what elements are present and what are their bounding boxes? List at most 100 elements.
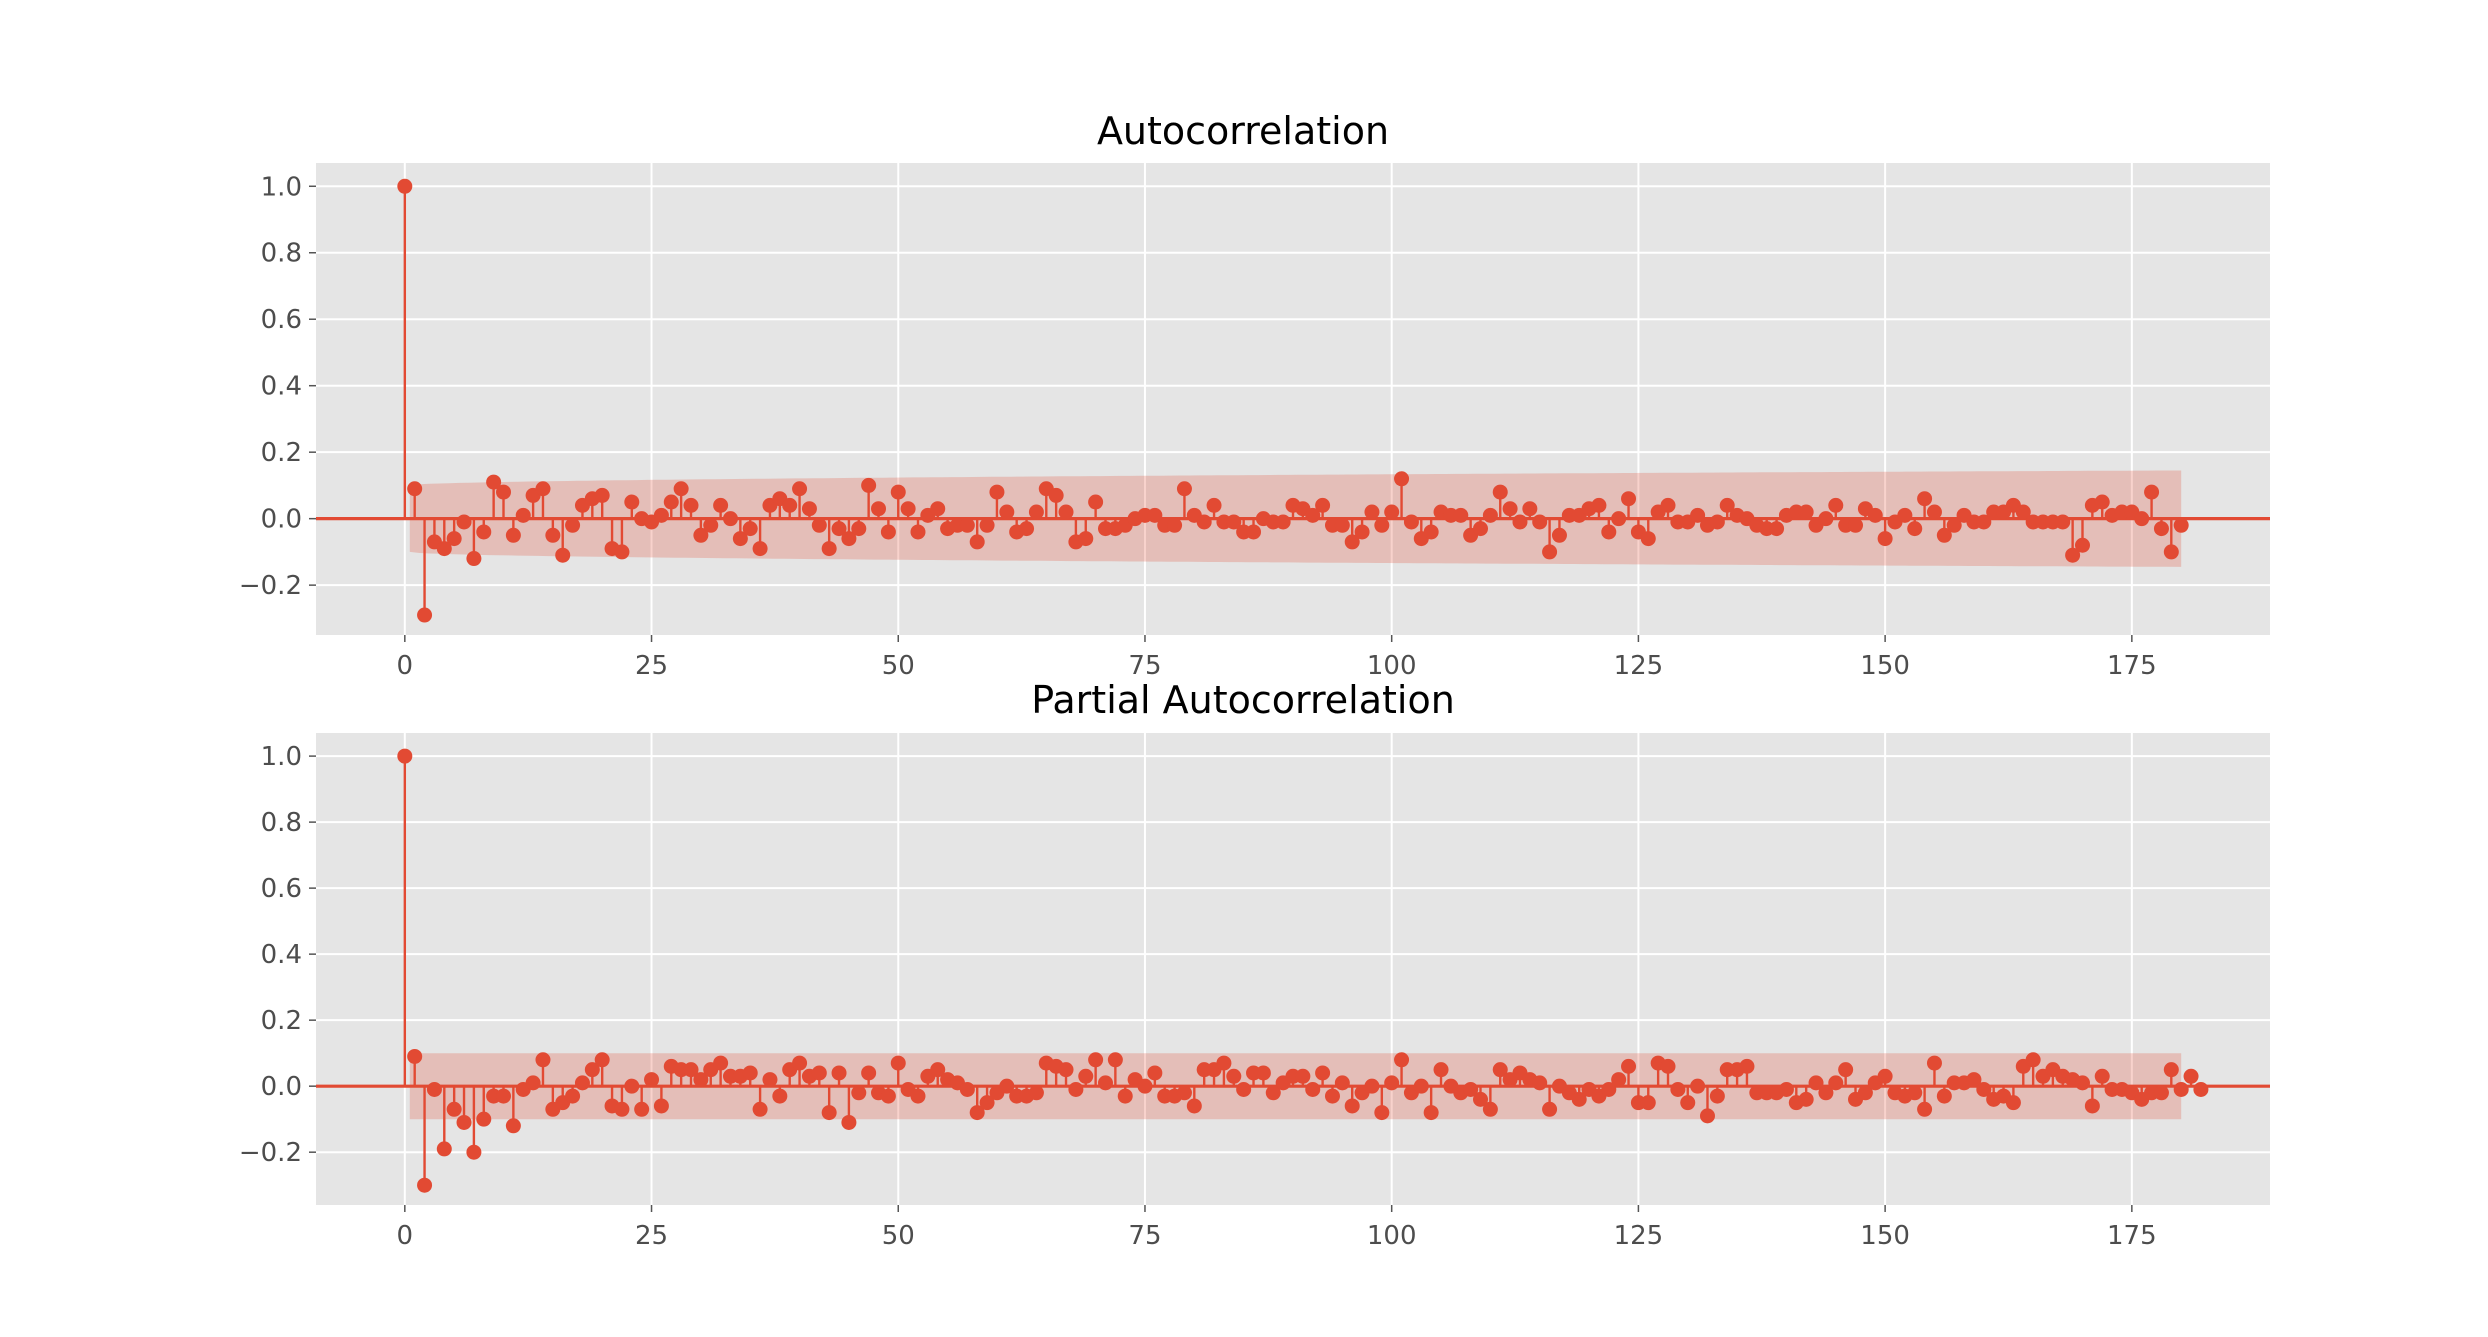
pacf-point-lag-47	[861, 1065, 877, 1081]
acf-point-lag-79	[1176, 481, 1192, 497]
acf-point-lag-142	[1798, 504, 1814, 520]
pacf-point-lag-50	[890, 1055, 906, 1071]
acf-point-lag-115	[1532, 514, 1548, 530]
acf-point-lag-30	[693, 527, 709, 543]
pacf-point-lag-124	[1621, 1058, 1637, 1074]
acf-point-lag-35	[742, 521, 758, 537]
acf-point-lag-133	[1709, 514, 1725, 530]
pacf-point-lag-19	[584, 1062, 600, 1078]
pacf-point-lag-61	[999, 1078, 1015, 1094]
pacf-point-lag-75	[1137, 1078, 1153, 1094]
pacf-point-lag-30	[693, 1072, 709, 1088]
acf-point-lag-5	[446, 531, 462, 547]
acf-y-tick-label: 0.0	[261, 505, 302, 535]
pacf-point-lag-37	[762, 1072, 778, 1088]
acf-point-lag-43	[821, 541, 837, 557]
pacf-point-lag-59	[979, 1095, 995, 1111]
acf-y-tick-label: 1.0	[261, 172, 302, 202]
pacf-point-lag-80	[1186, 1098, 1202, 1114]
acf-point-lag-152	[1897, 507, 1913, 523]
acf-point-lag-149	[1867, 507, 1883, 523]
acf-point-lag-117	[1551, 527, 1567, 543]
acf-point-lag-116	[1542, 544, 1558, 560]
pacf-point-lag-156	[1936, 1088, 1952, 1104]
pacf-point-lag-153	[1907, 1085, 1923, 1101]
acf-point-lag-54	[930, 501, 946, 517]
acf-y-tick-label: −0.2	[239, 571, 302, 601]
pacf-point-lag-46	[851, 1085, 867, 1101]
pacf-point-lag-181	[2183, 1068, 2199, 1084]
pacf-point-lag-103	[1413, 1078, 1429, 1094]
pacf-point-lag-2	[417, 1177, 433, 1193]
pacf-point-lag-88	[1265, 1085, 1281, 1101]
acf-point-lag-48	[871, 501, 887, 517]
pacf-y-tick-label: 1.0	[261, 742, 302, 772]
acf-point-lag-52	[910, 524, 926, 540]
acf-point-lag-92	[1305, 507, 1321, 523]
pacf-point-lag-136	[1739, 1058, 1755, 1074]
acf-point-lag-49	[880, 524, 896, 540]
pacf-point-lag-126	[1640, 1095, 1656, 1111]
acf-point-lag-178	[2153, 521, 2169, 537]
pacf-point-lag-105	[1433, 1062, 1449, 1078]
pacf-point-lag-85	[1236, 1081, 1252, 1097]
pacf-point-lag-38	[772, 1088, 788, 1104]
acf-y-tick-label: 0.6	[261, 305, 302, 335]
pacf-point-lag-110	[1482, 1101, 1498, 1117]
pacf-point-lag-0	[397, 748, 413, 764]
pacf-point-lag-131	[1690, 1078, 1706, 1094]
acf-point-lag-128	[1660, 497, 1676, 513]
pacf-x-tick-label: 50	[882, 1221, 915, 1251]
acf-point-lag-26	[653, 507, 669, 523]
pacf-point-lag-132	[1699, 1108, 1715, 1124]
acf-point-lag-121	[1591, 497, 1607, 513]
pacf-point-lag-130	[1680, 1095, 1696, 1111]
acf-point-lag-124	[1621, 491, 1637, 507]
pacf-point-lag-11	[505, 1118, 521, 1134]
acf-point-lag-1	[407, 481, 423, 497]
acf-point-lag-42	[811, 517, 827, 533]
acf-point-lag-61	[999, 504, 1015, 520]
acf-point-lag-95	[1334, 517, 1350, 533]
acf-point-lag-46	[851, 521, 867, 537]
pacf-point-lag-144	[1818, 1085, 1834, 1101]
acf-point-lag-57	[959, 517, 975, 533]
pacf-point-lag-83	[1216, 1055, 1232, 1071]
pacf-point-lag-64	[1028, 1085, 1044, 1101]
acf-point-lag-113	[1512, 514, 1528, 530]
pacf-point-lag-29	[683, 1062, 699, 1078]
acf-point-lag-139	[1769, 521, 1785, 537]
pacf-point-lag-45	[841, 1114, 857, 1130]
acf-point-lag-59	[979, 517, 995, 533]
pacf-point-lag-13	[525, 1075, 541, 1091]
pacf-point-lag-87	[1255, 1065, 1271, 1081]
acf-axes-background	[316, 163, 2270, 635]
acf-x-tick-label: 150	[1860, 651, 1910, 681]
pacf-point-lag-119	[1571, 1091, 1587, 1107]
pacf-point-lag-170	[2074, 1075, 2090, 1091]
pacf-point-lag-94	[1324, 1088, 1340, 1104]
acf-point-lag-122	[1601, 524, 1617, 540]
pacf-y-tick-label: −0.2	[239, 1138, 302, 1168]
acf-point-lag-17	[565, 517, 581, 533]
pacf-point-lag-84	[1226, 1068, 1242, 1084]
acf-point-lag-170	[2074, 537, 2090, 553]
pacf-point-lag-25	[644, 1072, 660, 1088]
pacf-point-lag-171	[2084, 1098, 2100, 1114]
acf-point-lag-177	[2144, 484, 2160, 500]
acf-point-lag-44	[831, 521, 847, 537]
pacf-point-lag-92	[1305, 1081, 1321, 1097]
pacf-panel: Partial Autocorrelation 0 25 50 75 100 125 150…	[239, 678, 2270, 1251]
acf-point-lag-82	[1206, 497, 1222, 513]
pacf-point-lag-146	[1838, 1062, 1854, 1078]
pacf-point-lag-122	[1601, 1081, 1617, 1097]
acf-point-lag-28	[673, 481, 689, 497]
acf-point-lag-100	[1384, 504, 1400, 520]
pacf-y-tick-label: 0.8	[261, 808, 302, 838]
pacf-point-lag-26	[653, 1098, 669, 1114]
acf-point-lag-69	[1078, 531, 1094, 547]
pacf-point-lag-148	[1857, 1085, 1873, 1101]
acf-point-lag-29	[683, 497, 699, 513]
acf-point-lag-123	[1611, 511, 1627, 527]
pacf-point-lag-129	[1670, 1081, 1686, 1097]
